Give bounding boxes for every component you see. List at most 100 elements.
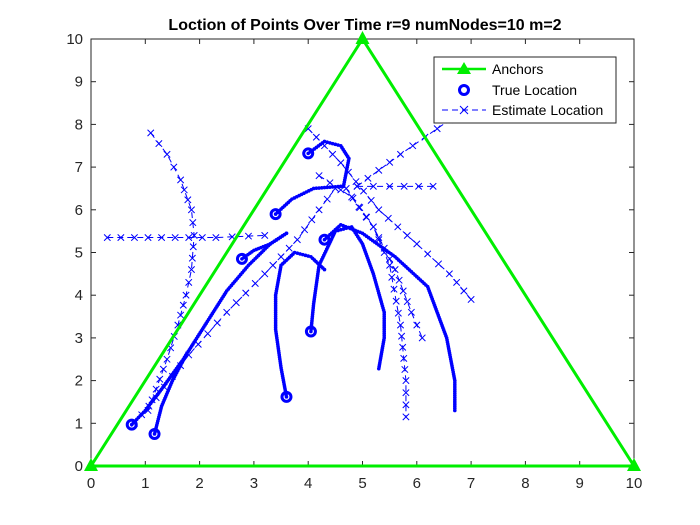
legend-true-label: True Location [492,82,577,98]
true-trail-dot [453,408,457,413]
estimate-x-marker [323,195,331,203]
estimate-x-marker [308,216,316,224]
estimate-x-marker [261,231,269,239]
estimate-x-marker [384,214,392,222]
axis-ticks: 0 1 2 3 4 5 6 7 8 9 10 0 1 2 3 4 5 6 7 8 9 10 [66,31,642,492]
true-trail-dot [295,251,300,256]
estimate-x-marker [187,266,196,274]
estimate-x-marker [269,261,277,269]
estimate-x-marker [285,244,293,252]
true-trail-dot [300,252,305,257]
estimate-x-marker [329,150,337,158]
estimate-x-marker [171,234,179,242]
true-trail-dot [322,267,327,272]
y-tick-label: 3 [75,330,83,347]
estimate-x-marker [399,287,407,295]
estimate-x-marker [349,194,357,202]
estimate-x-marker [400,182,408,190]
true-trail-dot [292,250,297,255]
true-trail-dot [333,184,338,189]
estimate-x-marker [223,308,231,316]
y-tick-label: 9 [75,74,83,91]
estimate-path-line [345,188,407,417]
estimate-x-marker [453,278,461,286]
estimate-x-marker [356,204,364,212]
true-location-marker [235,252,248,265]
x-tick-label: 3 [250,475,258,492]
estimate-x-marker [418,334,426,342]
legend-estimate-marker [459,105,469,115]
estimate-x-marker [337,159,345,167]
true-trail-dot [314,186,319,191]
estimate-x-marker [212,234,220,242]
estimate-x-marker [159,365,167,373]
y-tick-label: 6 [75,202,83,219]
estimate-x-marker [315,172,323,180]
estimate-x-marker [407,308,415,316]
true-trail-dot [317,186,321,190]
legend-anchors-marker [457,62,471,74]
legend-anchors-label: Anchors [492,61,543,77]
estimate-x-marker [277,253,285,261]
estimate-x-marker [367,196,375,204]
estimate-x-marker [402,401,410,409]
true-trail-dot [306,254,311,258]
true-trail-dot [376,366,381,371]
true-trail-dot [338,227,343,232]
estimate-x-marker [429,182,437,190]
estimate-x-marker [180,186,188,194]
anchor-marker [84,458,98,471]
estimate-x-marker [326,179,334,187]
estimate-x-marker [117,234,125,242]
true-location-marker [280,390,293,403]
estimate-x-marker [360,187,368,195]
true-trail-dot [325,140,330,144]
true-trail-dot [330,185,335,189]
estimate-x-marker [293,236,301,244]
estimate-x-marker [433,125,441,133]
true-location-marker [269,208,282,221]
estimate-x-marker [158,234,166,242]
true-trail-dot [341,227,346,231]
x-tick-label: 8 [521,475,529,492]
estimate-x-marker [369,223,377,231]
y-tick-label: 4 [75,287,83,304]
estimate-x-marker [177,311,185,319]
estimate-x-marker [369,182,377,190]
x-tick-label: 0 [87,475,95,492]
true-trail-dot [311,186,316,191]
true-trail-dot [322,185,327,190]
x-tick-label: 7 [467,475,475,492]
estimate-x-marker [182,291,190,299]
estimate-x-marker [144,234,152,242]
x-tick-label: 10 [626,475,643,492]
estimate-path-line [318,175,423,339]
estimate-x-marker [213,319,221,327]
true-trail-dot [336,184,340,189]
estimate-x-marker [163,150,171,158]
estimate-x-marker [386,261,394,269]
x-tick-label: 2 [195,475,203,492]
estimate-x-marker [391,266,399,274]
true-location-marker [125,418,138,431]
estimate-x-marker [184,196,192,204]
estimate-x-marker [409,142,417,150]
legend: Anchors True Location Estimate Location [433,56,617,124]
estimate-x-marker [394,309,402,317]
estimate-x-marker [375,234,383,242]
true-trail-dot [338,184,343,189]
legend-estimate-label: Estimate Location [492,102,603,118]
y-tick-label: 0 [75,458,83,475]
true-trail-dot [328,141,332,145]
true-trail-dot [336,143,340,147]
estimate-x-marker [386,158,394,166]
estimate-x-marker [375,206,383,214]
estimate-x-marker [242,289,250,297]
y-tick-label: 10 [66,31,83,48]
estimate-x-marker [251,279,259,288]
y-tick-label: 5 [75,245,83,262]
estimate-x-marker [363,213,371,221]
estimate-x-marker [156,375,164,383]
estimate-x-marker [204,330,212,338]
